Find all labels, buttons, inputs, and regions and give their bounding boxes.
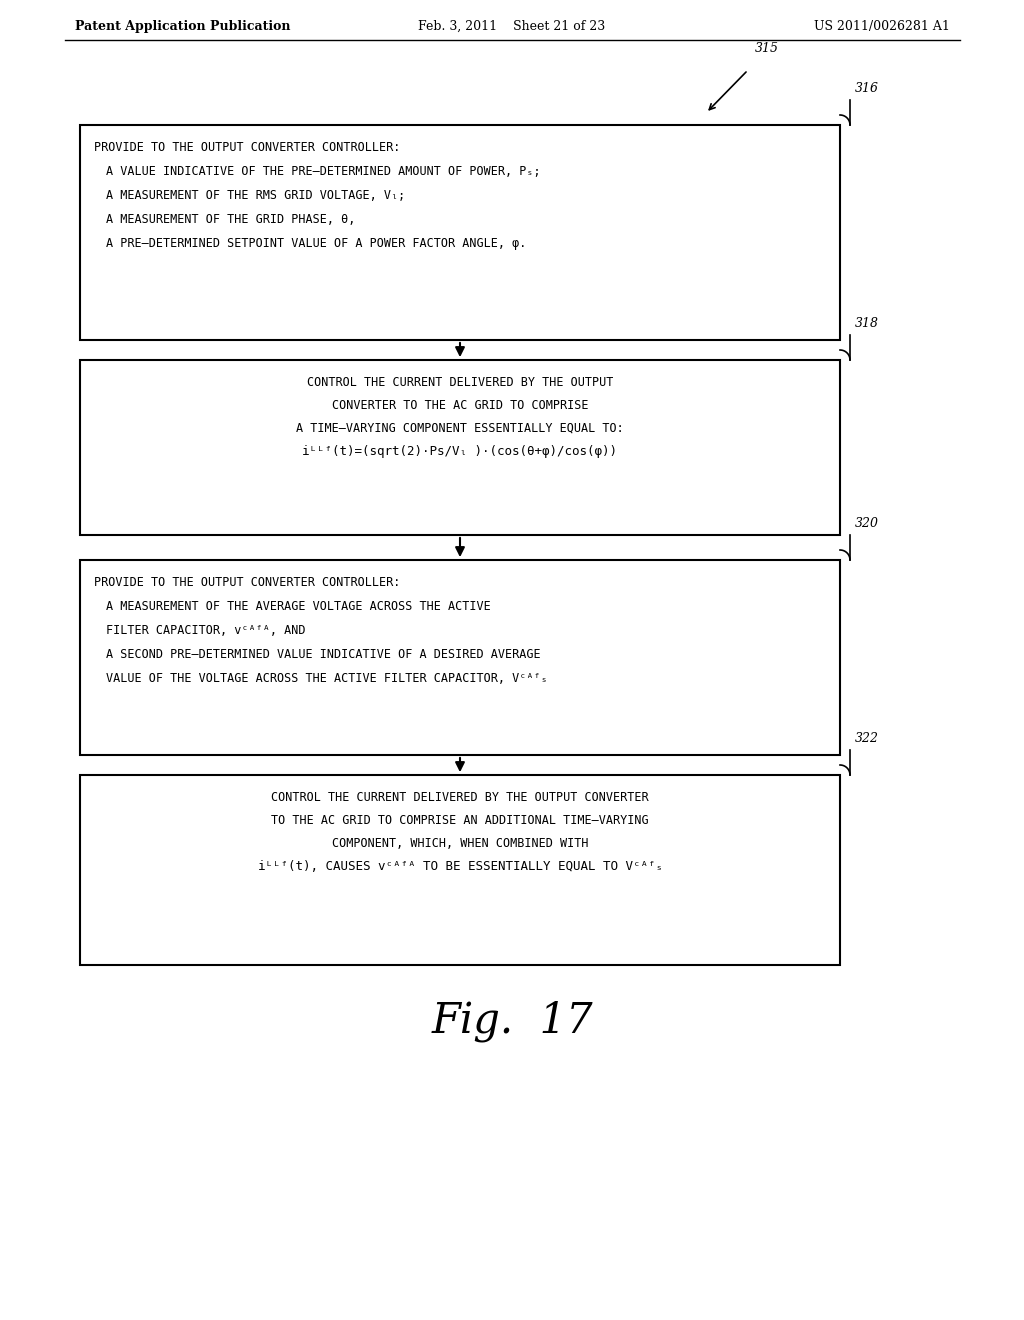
Text: FILTER CAPACITOR, vᶜᴬᶠᴬ, AND: FILTER CAPACITOR, vᶜᴬᶠᴬ, AND bbox=[106, 624, 305, 638]
Text: iᴸᴸᶠ(t), CAUSES vᶜᴬᶠᴬ TO BE ESSENTIALLY EQUAL TO Vᶜᴬᶠₛ: iᴸᴸᶠ(t), CAUSES vᶜᴬᶠᴬ TO BE ESSENTIALLY … bbox=[257, 861, 663, 873]
Bar bbox=[80, 560, 840, 755]
Text: COMPONENT, WHICH, WHEN COMBINED WITH: COMPONENT, WHICH, WHEN COMBINED WITH bbox=[332, 837, 588, 850]
Bar bbox=[80, 775, 840, 965]
Text: 316: 316 bbox=[855, 82, 879, 95]
Text: CONTROL THE CURRENT DELIVERED BY THE OUTPUT CONVERTER: CONTROL THE CURRENT DELIVERED BY THE OUT… bbox=[271, 791, 649, 804]
Text: 322: 322 bbox=[855, 733, 879, 744]
Text: 320: 320 bbox=[855, 517, 879, 531]
Text: A TIME–VARYING COMPONENT ESSENTIALLY EQUAL TO:: A TIME–VARYING COMPONENT ESSENTIALLY EQU… bbox=[296, 422, 624, 436]
Text: A MEASUREMENT OF THE GRID PHASE, θ,: A MEASUREMENT OF THE GRID PHASE, θ, bbox=[106, 213, 355, 226]
Text: A MEASUREMENT OF THE RMS GRID VOLTAGE, Vₗ;: A MEASUREMENT OF THE RMS GRID VOLTAGE, V… bbox=[106, 189, 406, 202]
Text: Feb. 3, 2011    Sheet 21 of 23: Feb. 3, 2011 Sheet 21 of 23 bbox=[419, 20, 605, 33]
Text: PROVIDE TO THE OUTPUT CONVERTER CONTROLLER:: PROVIDE TO THE OUTPUT CONVERTER CONTROLL… bbox=[94, 576, 400, 589]
Text: A SECOND PRE–DETERMINED VALUE INDICATIVE OF A DESIRED AVERAGE: A SECOND PRE–DETERMINED VALUE INDICATIVE… bbox=[106, 648, 541, 661]
Text: 318: 318 bbox=[855, 317, 879, 330]
Text: VALUE OF THE VOLTAGE ACROSS THE ACTIVE FILTER CAPACITOR, Vᶜᴬᶠₛ: VALUE OF THE VOLTAGE ACROSS THE ACTIVE F… bbox=[106, 672, 548, 685]
Text: CONTROL THE CURRENT DELIVERED BY THE OUTPUT: CONTROL THE CURRENT DELIVERED BY THE OUT… bbox=[307, 376, 613, 389]
Text: A PRE–DETERMINED SETPOINT VALUE OF A POWER FACTOR ANGLE, φ.: A PRE–DETERMINED SETPOINT VALUE OF A POW… bbox=[106, 238, 526, 249]
Text: PROVIDE TO THE OUTPUT CONVERTER CONTROLLER:: PROVIDE TO THE OUTPUT CONVERTER CONTROLL… bbox=[94, 141, 400, 154]
Text: 315: 315 bbox=[755, 42, 779, 55]
Bar bbox=[80, 125, 840, 341]
Text: CONVERTER TO THE AC GRID TO COMPRISE: CONVERTER TO THE AC GRID TO COMPRISE bbox=[332, 399, 588, 412]
Text: A VALUE INDICATIVE OF THE PRE–DETERMINED AMOUNT OF POWER, Pₛ;: A VALUE INDICATIVE OF THE PRE–DETERMINED… bbox=[106, 165, 541, 178]
Text: Fig.  17: Fig. 17 bbox=[431, 1001, 593, 1041]
Text: iᴸᴸᶠ(t)=(sqrt(2)·Ps/Vₗ )·(cos(θ+φ)/cos(φ)): iᴸᴸᶠ(t)=(sqrt(2)·Ps/Vₗ )·(cos(θ+φ)/cos(φ… bbox=[302, 445, 617, 458]
Bar bbox=[80, 360, 840, 535]
Text: A MEASUREMENT OF THE AVERAGE VOLTAGE ACROSS THE ACTIVE: A MEASUREMENT OF THE AVERAGE VOLTAGE ACR… bbox=[106, 601, 490, 612]
Text: US 2011/0026281 A1: US 2011/0026281 A1 bbox=[814, 20, 950, 33]
Text: TO THE AC GRID TO COMPRISE AN ADDITIONAL TIME–VARYING: TO THE AC GRID TO COMPRISE AN ADDITIONAL… bbox=[271, 814, 649, 828]
Text: Patent Application Publication: Patent Application Publication bbox=[75, 20, 291, 33]
